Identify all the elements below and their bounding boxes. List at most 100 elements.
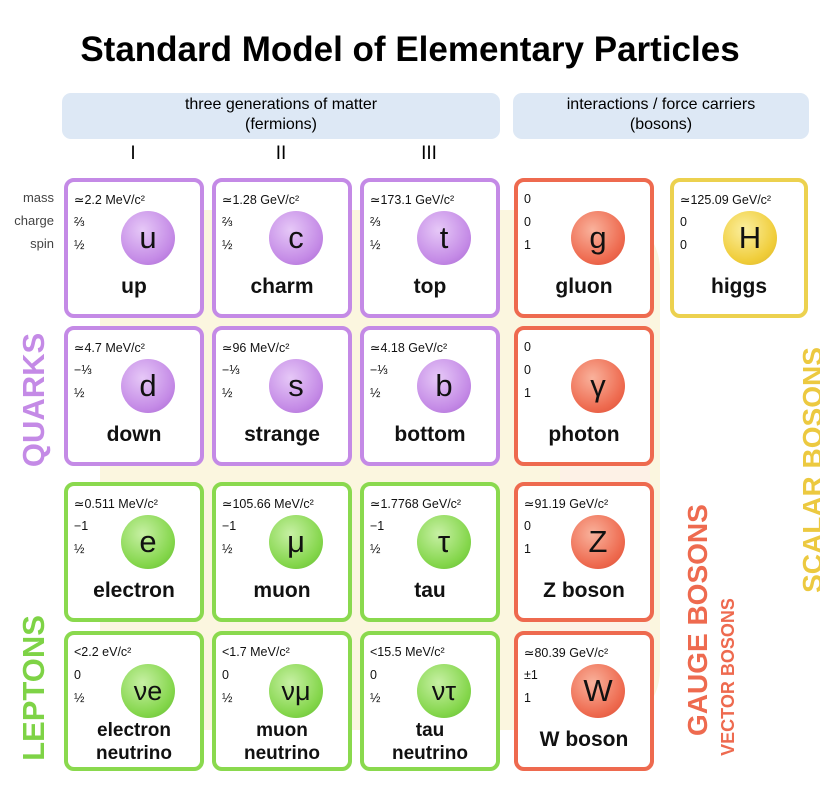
charm-mass: ≃1.28 GeV/c²: [222, 193, 300, 207]
particle-card-up: ≃2.2 MeV/c² ⅔ ½ u up: [64, 178, 204, 318]
up-name-line: up: [121, 275, 147, 298]
tau-neutrino-name: tau neutrino: [364, 719, 496, 765]
charge-label: charge: [14, 213, 54, 228]
muon-charge: −1: [222, 519, 237, 533]
particle-card-w-boson: ≃80.39 GeV/c² ±1 1 W W boson: [514, 631, 654, 771]
mass-label: mass: [22, 190, 54, 205]
particle-card-strange: ≃96 MeV/c² −⅓ ½ s strange: [212, 326, 352, 466]
tau-charge: −1: [370, 519, 385, 533]
charm-name: charm: [216, 275, 348, 299]
muon-neutrino-name-line: neutrino: [244, 743, 320, 764]
particle-card-top: ≃173.1 GeV/c² ⅔ ½ t top: [360, 178, 500, 318]
muon-neutrino-mass: <1.7 MeV/c²: [222, 645, 290, 659]
gluon-charge: 0: [524, 215, 531, 229]
electron-symbol: e: [121, 515, 175, 569]
top-mass: ≃173.1 GeV/c²: [370, 193, 455, 207]
quarks-label: QUARKS: [16, 332, 51, 468]
z-boson-symbol: Z: [571, 515, 625, 569]
fermions-header-line-2: (fermions): [244, 116, 317, 133]
bottom-mass: ≃4.18 GeV/c²: [370, 341, 448, 355]
gluon-spin: 1: [524, 238, 531, 252]
higgs-spin: 0: [680, 238, 687, 252]
particle-card-down: ≃4.7 MeV/c² −⅓ ½ d down: [64, 326, 204, 466]
muon-symbol: μ: [269, 515, 323, 569]
up-mass: ≃2.2 MeV/c²: [74, 193, 145, 207]
charm-name-line: charm: [250, 275, 314, 298]
tau-spin: ½: [370, 542, 381, 556]
tau-neutrino-name-line: neutrino: [392, 743, 468, 764]
down-spin: ½: [74, 386, 85, 400]
muon-neutrino-spin: ½: [222, 691, 233, 705]
bottom-name: bottom: [364, 423, 496, 447]
photon-name: photon: [518, 423, 650, 447]
bosons-header-line-1: interactions / force carriers: [566, 96, 756, 113]
tau-neutrino-name-line: tau: [415, 720, 445, 741]
particle-card-z-boson: ≃91.19 GeV/c² 0 1 Z Z boson: [514, 482, 654, 622]
w-boson-name-line: W boson: [539, 728, 629, 751]
z-boson-name: Z boson: [518, 579, 650, 603]
gauge-bosons-label: GAUGE BOSONS: [682, 504, 713, 736]
strange-symbol: s: [269, 359, 323, 413]
w-boson-mass: ≃80.39 GeV/c²: [524, 646, 609, 660]
spin-label: spin: [30, 236, 54, 251]
bosons-header-line-2: (bosons): [629, 116, 693, 133]
gluon-name: gluon: [518, 275, 650, 299]
down-mass: ≃4.7 MeV/c²: [74, 341, 145, 355]
top-name-line: top: [413, 275, 447, 298]
gluon-name-line: gluon: [555, 275, 613, 298]
photon-symbol: γ: [571, 359, 625, 413]
top-name: top: [364, 275, 496, 299]
particle-card-electron-neutrino: <2.2 eV/c² 0 ½ νe electron neutrino: [64, 631, 204, 771]
particle-card-charm: ≃1.28 GeV/c² ⅔ ½ c charm: [212, 178, 352, 318]
tau-name: tau: [364, 579, 496, 603]
muon-neutrino-name-line: muon: [256, 720, 308, 741]
muon-name: muon: [216, 579, 348, 603]
w-boson-symbol: W: [571, 664, 625, 718]
w-boson-name: W boson: [518, 728, 650, 752]
generation-1-label: I: [130, 143, 136, 164]
strange-name-line: strange: [244, 423, 320, 446]
higgs-charge: 0: [680, 215, 687, 229]
strange-spin: ½: [222, 386, 233, 400]
bottom-charge: −⅓: [370, 363, 388, 377]
electron-name: electron: [68, 579, 200, 603]
leptons-label: LEPTONS: [16, 615, 51, 761]
higgs-mass: ≃125.09 GeV/c²: [680, 193, 772, 207]
higgs-name-line: higgs: [711, 275, 767, 298]
up-symbol: u: [121, 211, 175, 265]
electron-neutrino-symbol: νe: [121, 664, 175, 718]
up-spin: ½: [74, 238, 85, 252]
top-spin: ½: [370, 238, 381, 252]
electron-neutrino-name-line: neutrino: [96, 743, 172, 764]
generation-3-label: III: [421, 143, 437, 164]
charm-symbol: c: [269, 211, 323, 265]
muon-neutrino-charge: 0: [222, 668, 229, 682]
particle-card-muon: ≃105.66 MeV/c² −1 ½ μ muon: [212, 482, 352, 622]
electron-charge: −1: [74, 519, 89, 533]
tau-neutrino-symbol: ντ: [417, 664, 471, 718]
z-boson-name-line: Z boson: [543, 579, 625, 602]
muon-mass: ≃105.66 MeV/c²: [222, 497, 314, 511]
strange-charge: −⅓: [222, 363, 240, 377]
tau-mass: ≃1.7768 GeV/c²: [370, 497, 462, 511]
bottom-spin: ½: [370, 386, 381, 400]
electron-spin: ½: [74, 542, 85, 556]
down-name: down: [68, 423, 200, 447]
z-boson-spin: 1: [524, 542, 531, 556]
electron-neutrino-name: electron neutrino: [68, 719, 200, 765]
strange-mass: ≃96 MeV/c²: [222, 341, 290, 355]
w-boson-spin: 1: [524, 691, 531, 705]
scalar-bosons-label: SCALAR BOSONS: [797, 347, 820, 593]
tau-neutrino-charge: 0: [370, 668, 377, 682]
muon-spin: ½: [222, 542, 233, 556]
up-charge: ⅔: [74, 215, 85, 229]
down-symbol: d: [121, 359, 175, 413]
higgs-symbol: H: [723, 211, 777, 265]
z-boson-mass: ≃91.19 GeV/c²: [524, 497, 609, 511]
higgs-name: higgs: [674, 275, 804, 299]
particle-card-electron: ≃0.511 MeV/c² −1 ½ e electron: [64, 482, 204, 622]
electron-neutrino-name-line: electron: [97, 720, 171, 741]
particle-card-tau: ≃1.7768 GeV/c² −1 ½ τ tau: [360, 482, 500, 622]
down-name-line: down: [106, 423, 162, 446]
